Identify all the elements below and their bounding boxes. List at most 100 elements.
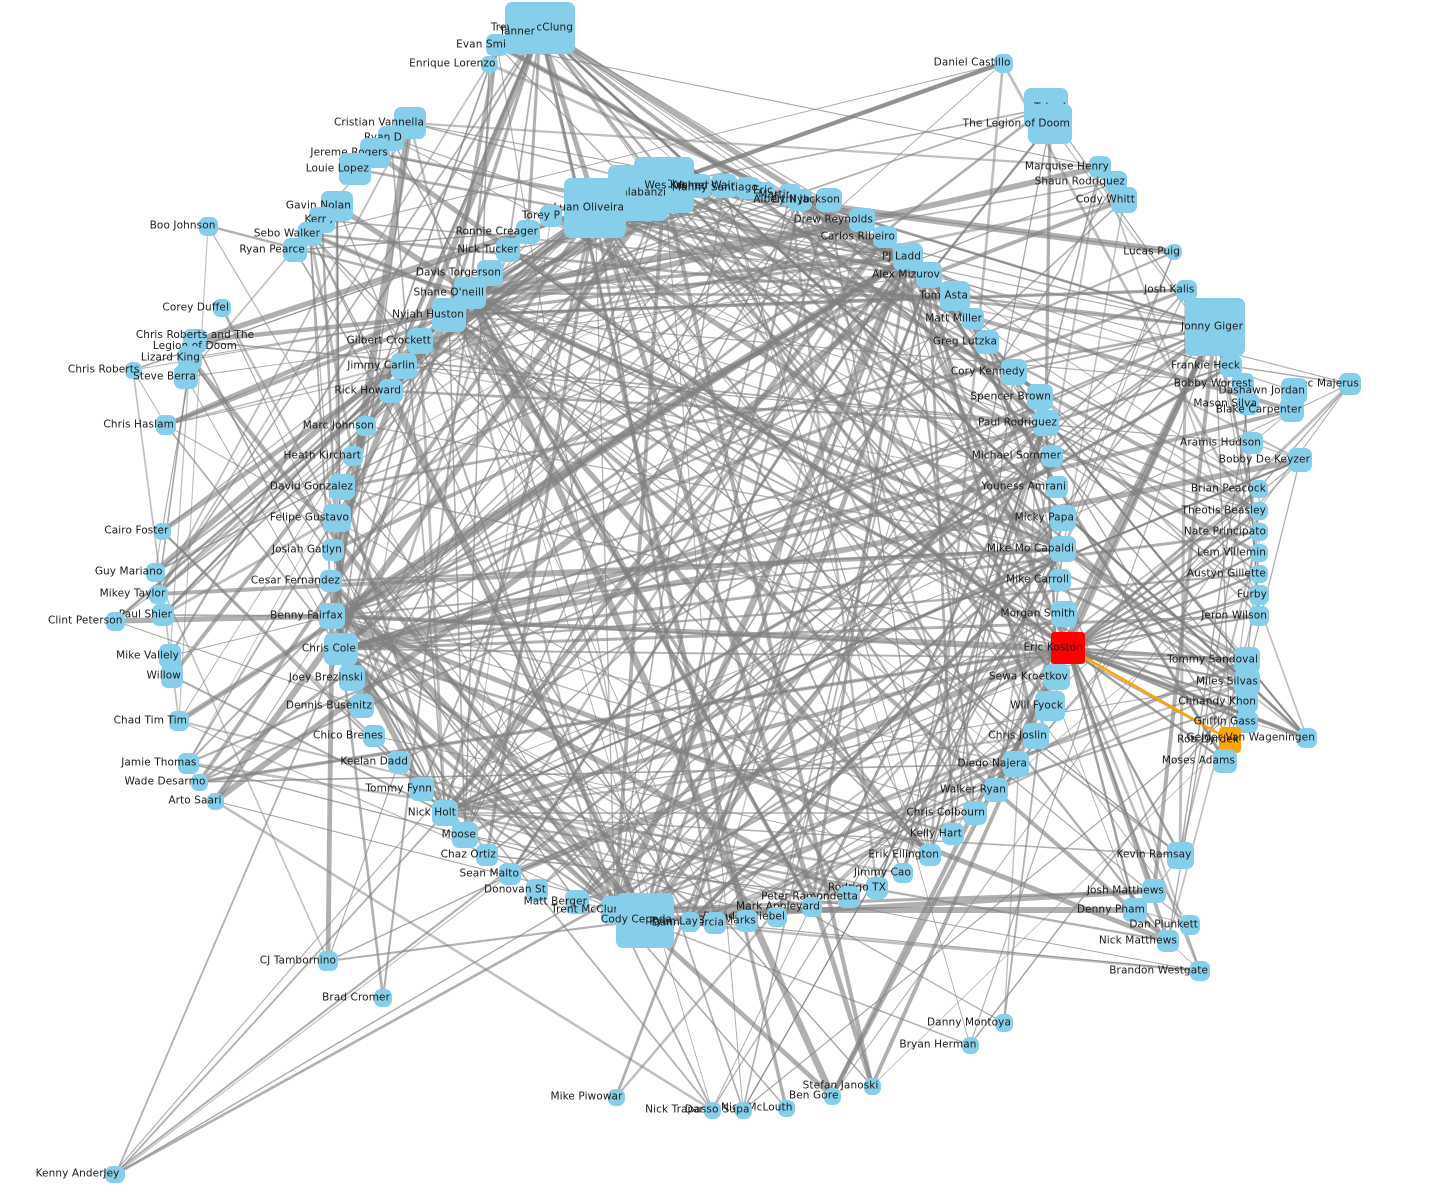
graph-node[interactable] (962, 308, 984, 330)
graph-node[interactable] (161, 664, 183, 688)
graph-node[interactable] (993, 53, 1013, 73)
graph-node[interactable] (757, 182, 775, 200)
graph-node[interactable] (1339, 373, 1361, 395)
graph-node[interactable] (153, 522, 171, 540)
graph-node[interactable] (324, 633, 358, 665)
graph-node[interactable] (1033, 410, 1059, 436)
graph-node[interactable] (496, 238, 520, 262)
graph-node[interactable] (1237, 393, 1259, 415)
graph-node[interactable] (407, 328, 433, 354)
graph-node[interactable] (616, 892, 674, 948)
graph-node[interactable] (1236, 691, 1258, 713)
graph-node[interactable] (1027, 384, 1053, 410)
graph-node[interactable] (1166, 244, 1182, 260)
graph-node[interactable] (1111, 187, 1137, 213)
graph-node[interactable] (1190, 961, 1210, 981)
graph-node[interactable] (685, 174, 711, 198)
graph-node[interactable] (1157, 930, 1179, 952)
graph-node[interactable] (540, 205, 562, 227)
graph-node[interactable] (1234, 669, 1260, 695)
graph-node[interactable] (777, 1099, 795, 1117)
graph-node[interactable] (1236, 711, 1258, 733)
graph-node[interactable] (1123, 898, 1147, 922)
graph-node[interactable] (323, 504, 351, 532)
graph-node[interactable] (711, 174, 737, 198)
graph-node[interactable] (1023, 723, 1049, 749)
graph-node[interactable] (432, 800, 458, 826)
graph-node[interactable] (198, 216, 218, 236)
graph-node[interactable] (104, 1165, 122, 1183)
graph-node[interactable] (1049, 569, 1071, 591)
graph-node[interactable] (388, 751, 410, 773)
graph-node[interactable] (802, 897, 822, 917)
graph-node[interactable] (124, 361, 142, 379)
graph-node[interactable] (374, 989, 392, 1007)
graph-node[interactable] (1142, 879, 1166, 903)
graph-node[interactable] (975, 330, 999, 354)
graph-node[interactable] (486, 34, 508, 56)
graph-node[interactable] (873, 226, 897, 248)
graph-node[interactable] (963, 801, 987, 825)
graph-node[interactable] (607, 1088, 625, 1106)
graph-node[interactable] (174, 365, 198, 389)
graph-node[interactable] (893, 863, 913, 883)
graph-node[interactable] (322, 539, 344, 561)
graph-node[interactable] (1041, 445, 1063, 467)
graph-node[interactable] (379, 379, 403, 403)
graph-node[interactable] (1051, 632, 1085, 664)
graph-node[interactable] (940, 281, 970, 311)
graph-node[interactable] (156, 415, 176, 435)
graph-node[interactable] (1046, 476, 1068, 498)
graph-node[interactable] (866, 877, 888, 899)
graph-node[interactable] (509, 19, 537, 45)
graph-node[interactable] (823, 1087, 841, 1105)
graph-node[interactable] (320, 570, 342, 592)
graph-node[interactable] (1001, 359, 1027, 385)
graph-node[interactable] (916, 262, 942, 288)
graph-node[interactable] (736, 177, 760, 199)
graph-node[interactable] (1249, 606, 1269, 626)
graph-node[interactable] (1250, 565, 1268, 583)
graph-node[interactable] (1050, 536, 1076, 562)
graph-node[interactable] (1250, 523, 1268, 541)
graph-node[interactable] (1166, 841, 1194, 869)
graph-node[interactable] (1044, 664, 1070, 690)
graph-node[interactable] (788, 189, 812, 211)
graph-node[interactable] (919, 844, 941, 866)
graph-node[interactable] (190, 773, 208, 791)
graph-node[interactable] (339, 665, 365, 691)
graph-node[interactable] (1035, 691, 1065, 721)
graph-node[interactable] (838, 886, 860, 908)
graph-node[interactable] (1280, 398, 1304, 422)
graph-node[interactable] (863, 1077, 881, 1095)
graph-node[interactable] (1050, 505, 1076, 531)
graph-node[interactable] (159, 644, 181, 668)
graph-node[interactable] (736, 910, 758, 932)
graph-node[interactable] (703, 1101, 721, 1119)
graph-node[interactable] (816, 188, 842, 212)
graph-node[interactable] (339, 153, 371, 185)
graph-node[interactable] (391, 353, 417, 379)
graph-node[interactable] (206, 792, 224, 810)
graph-node[interactable] (452, 822, 478, 848)
graph-node[interactable] (767, 907, 787, 927)
graph-node[interactable] (961, 1036, 979, 1054)
graph-node[interactable] (363, 725, 385, 747)
graph-node[interactable] (356, 416, 376, 436)
graph-node[interactable] (1234, 647, 1260, 673)
graph-node[interactable] (329, 474, 355, 500)
graph-node[interactable] (480, 55, 498, 73)
graph-node[interactable] (564, 178, 626, 238)
graph-node[interactable] (476, 844, 498, 866)
graph-node[interactable] (1219, 727, 1241, 753)
graph-node[interactable] (984, 778, 1008, 802)
graph-node[interactable] (213, 299, 231, 317)
graph-node[interactable] (1180, 915, 1200, 935)
graph-node[interactable] (350, 694, 374, 718)
graph-node[interactable] (1051, 601, 1077, 627)
graph-node[interactable] (1028, 104, 1072, 144)
graph-node[interactable] (145, 562, 165, 582)
graph-node[interactable] (1288, 448, 1312, 472)
graph-node[interactable] (177, 752, 199, 774)
